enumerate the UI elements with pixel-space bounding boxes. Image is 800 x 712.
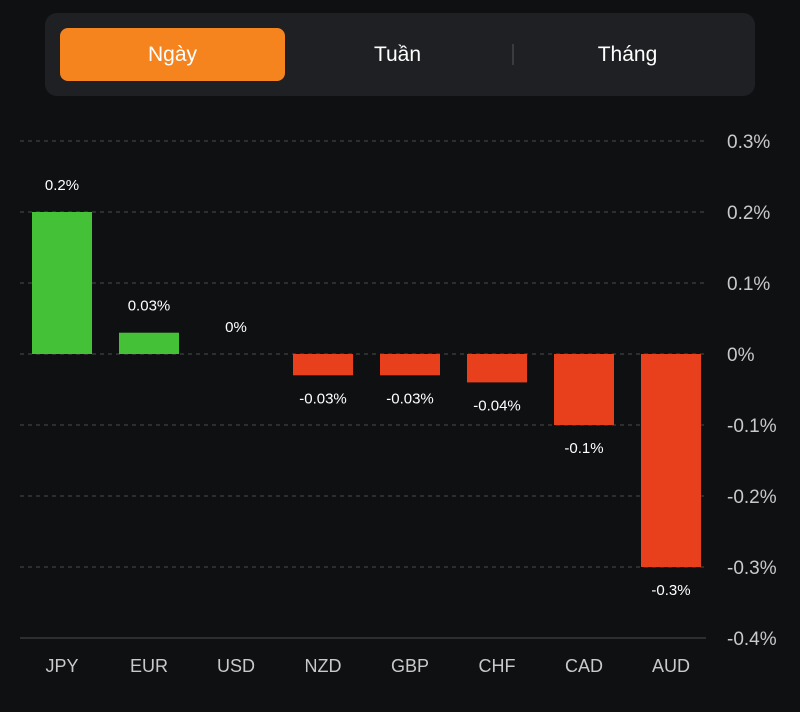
bar-nzd <box>293 354 353 376</box>
y-tick-label: 0.2% <box>727 203 770 224</box>
tab-week[interactable]: Tuần <box>373 42 422 66</box>
x-tick-label: JPY <box>45 656 78 676</box>
y-tick-label: -0.4% <box>727 629 777 650</box>
bar-chf <box>467 354 527 383</box>
y-tick-label: -0.2% <box>727 487 777 508</box>
x-tick-label: GBP <box>391 656 429 676</box>
tab-month[interactable]: Tháng <box>597 42 658 66</box>
tab-divider <box>512 44 514 65</box>
bar-gbp <box>380 354 440 376</box>
data-label: -0.1% <box>564 440 603 457</box>
data-label: -0.04% <box>473 397 521 414</box>
bar-aud <box>641 354 701 567</box>
data-label: -0.03% <box>299 390 347 407</box>
bar-jpy <box>32 212 92 354</box>
x-tick-label: EUR <box>130 656 168 676</box>
y-tick-label: -0.3% <box>727 558 777 579</box>
x-tick-label: NZD <box>305 656 342 676</box>
tab-day[interactable]: Ngày <box>60 28 285 81</box>
data-label: 0.2% <box>45 177 79 194</box>
x-tick-label: CHF <box>479 656 516 676</box>
bar-cad <box>554 354 614 425</box>
data-label: 0.03% <box>128 298 171 315</box>
y-tick-label: -0.1% <box>727 416 777 437</box>
y-tick-label: 0.3% <box>727 132 770 153</box>
bar-eur <box>119 332 179 354</box>
x-tick-label: USD <box>217 656 255 676</box>
data-label: 0% <box>225 319 247 336</box>
period-tab-bar: Ngày Tuần Tháng <box>45 13 755 96</box>
data-label: -0.3% <box>651 582 690 599</box>
x-tick-label: AUD <box>652 656 690 676</box>
y-tick-label: 0% <box>727 345 755 366</box>
x-tick-label: CAD <box>565 656 603 676</box>
y-tick-label: 0.1% <box>727 274 770 295</box>
data-label: -0.03% <box>386 390 434 407</box>
